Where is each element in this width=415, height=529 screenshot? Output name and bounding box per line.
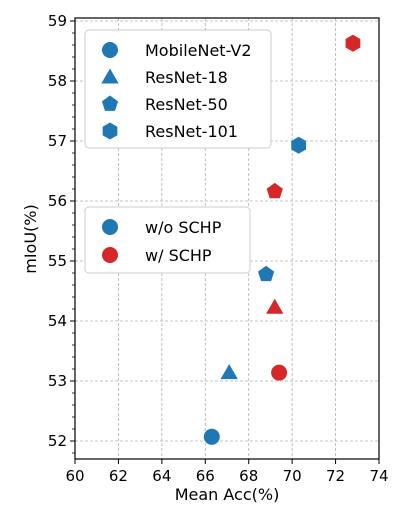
legend-marker-resnet-18: [101, 68, 119, 84]
legend-label-resnet-50: ResNet-50: [145, 95, 228, 114]
x-tick-label: 72: [326, 467, 345, 485]
y-tick-label: 54: [48, 312, 67, 330]
legend-label-mobilenet-v2: MobileNet-V2: [145, 41, 252, 60]
x-tick-label: 70: [283, 467, 302, 485]
y-tick-label: 59: [48, 12, 67, 30]
legend-marker-resnet-50: [101, 95, 119, 111]
x-tick-label: 60: [65, 467, 84, 485]
legend-box: [84, 206, 251, 274]
point-resnet-101-with-schp: [345, 34, 361, 52]
point-mobilenet-v2-with-schp: [271, 364, 288, 381]
legend-label-resnet-18: ResNet-18: [145, 68, 228, 87]
x-tick-label: 64: [152, 467, 171, 485]
legend-marker-resnet-101: [102, 122, 118, 140]
x-tick-label: 66: [196, 467, 215, 485]
point-mobilenet-v2-without-schp: [203, 428, 220, 445]
x-tick-label: 74: [369, 467, 388, 485]
x-tick-label: 68: [239, 467, 258, 485]
axis-ticks: 60 62 64 66 68 70 72 74 52 53 54 55 56 57 58 59: [48, 12, 389, 485]
legend-marker-mobilenet-v2: [102, 42, 118, 58]
legend-box: [84, 29, 272, 149]
legend-label-w-schp: w/ SCHP: [145, 246, 212, 265]
legend-marker-w-o-schp: [102, 219, 118, 235]
plot-frame: [74, 17, 380, 460]
legend-label-w-o-schp: w/o SCHP: [145, 218, 222, 237]
legend-label-resnet-101: ResNet-101: [145, 122, 238, 141]
point-resnet-18-with-schp: [266, 298, 284, 314]
point-resnet-18-without-schp: [220, 364, 238, 380]
point-resnet-50-with-schp: [266, 182, 283, 199]
point-resnet-50-without-schp: [258, 265, 275, 282]
x-axis-label: Mean Acc(%): [175, 485, 280, 504]
y-tick-label: 52: [48, 432, 67, 450]
y-tick-label: 58: [48, 72, 67, 90]
y-tick-label: 57: [48, 132, 67, 150]
y-tick-label: 53: [48, 372, 67, 390]
data-points: [203, 34, 361, 445]
legends: MobileNet-V2 ResNet-18 ResNet-50 ResNet-101…: [84, 29, 272, 274]
x-tick-label: 62: [109, 467, 128, 485]
y-tick-label: 56: [48, 192, 67, 210]
legend-marker-w-schp: [102, 247, 118, 263]
point-resnet-101-without-schp: [291, 136, 307, 154]
y-tick-label: 55: [48, 252, 67, 270]
y-axis-label: mIoU(%): [21, 204, 40, 274]
